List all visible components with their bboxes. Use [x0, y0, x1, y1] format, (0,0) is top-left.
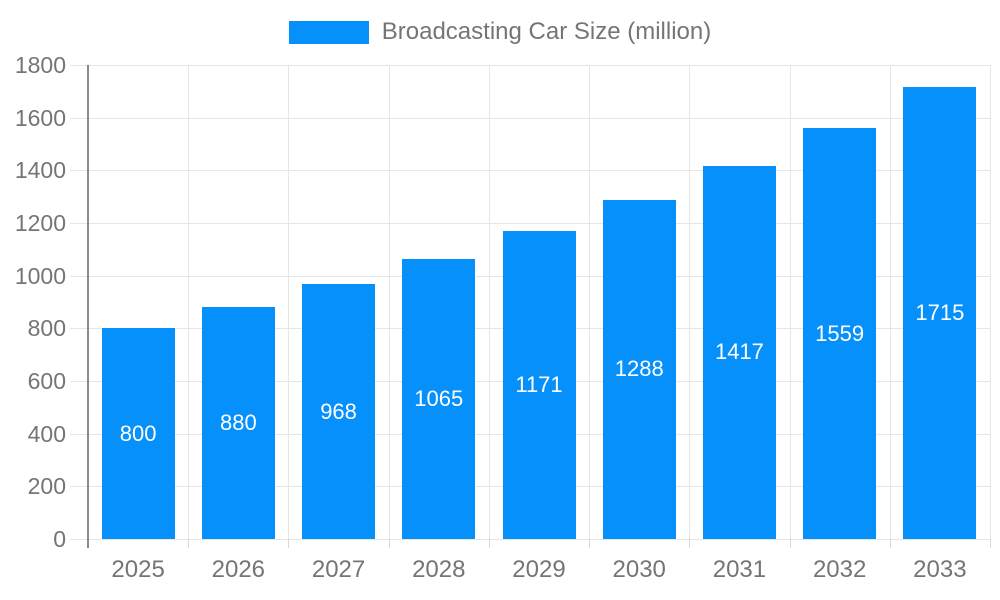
y-axis-tick	[70, 539, 88, 540]
gridline-horizontal	[88, 223, 990, 224]
bar-value-label: 968	[320, 398, 357, 424]
x-axis-label: 2029	[512, 556, 566, 583]
gridline-vertical	[288, 65, 290, 539]
x-axis-tick	[889, 539, 891, 548]
bar-value-label: 800	[119, 420, 157, 446]
gridline-horizontal	[88, 117, 990, 119]
legend-label: Broadcasting Car Size (million)	[381, 18, 712, 45]
bar-2026[interactable]	[201, 307, 275, 539]
x-axis-label: 2032	[812, 556, 867, 583]
bar-2030[interactable]	[602, 199, 676, 539]
x-axis-tick	[388, 539, 390, 548]
y-axis-label: 0	[53, 526, 66, 552]
gridline-horizontal	[88, 65, 990, 66]
bar-value-label: 1171	[515, 371, 563, 397]
legend-swatch	[288, 20, 369, 44]
bar-value-label: 1715	[915, 300, 965, 326]
gridline-horizontal	[88, 170, 990, 172]
bar-2029[interactable]	[502, 230, 576, 539]
y-axis-tick	[70, 486, 88, 488]
y-axis-tick	[70, 65, 88, 66]
x-axis-tick	[789, 539, 791, 548]
y-axis-tick	[70, 223, 88, 224]
y-axis-label: 1400	[14, 157, 66, 184]
y-axis-label: 800	[27, 315, 66, 342]
x-axis-tick	[488, 539, 490, 548]
y-axis-label: 1600	[14, 104, 66, 131]
x-axis-tick	[990, 539, 991, 548]
gridline-vertical	[689, 65, 691, 539]
y-axis-tick	[70, 328, 88, 330]
x-axis-label: 2030	[612, 556, 666, 583]
gridline-vertical	[789, 65, 791, 539]
x-axis-label: 2025	[111, 556, 165, 583]
bar-value-label: 1065	[414, 385, 464, 411]
y-axis-tick	[70, 275, 88, 277]
bar-2027[interactable]	[302, 284, 376, 539]
y-axis-tick	[70, 117, 88, 119]
y-axis-label: 400	[27, 420, 66, 447]
x-axis-tick	[188, 539, 190, 548]
gridline-vertical	[388, 65, 390, 539]
gridline-horizontal	[88, 539, 990, 540]
y-axis-tick	[70, 381, 88, 382]
legend[interactable]: Broadcasting Car Size (million)	[0, 17, 1000, 47]
bar-value-label: 1559	[815, 320, 865, 346]
x-axis-tick	[288, 539, 290, 548]
gridline-vertical	[188, 65, 190, 539]
y-axis-label: 1000	[14, 262, 66, 289]
bar-value-label: 1417	[714, 339, 764, 365]
y-axis-line	[87, 65, 89, 548]
x-axis-tick	[589, 539, 591, 548]
y-axis-tick	[70, 170, 88, 172]
y-axis-label: 600	[27, 368, 66, 394]
bar-2032[interactable]	[803, 128, 877, 539]
y-axis-label: 1200	[14, 210, 66, 236]
gridline-vertical	[889, 65, 891, 539]
bar-2031[interactable]	[702, 165, 776, 539]
gridline-vertical	[589, 65, 591, 539]
bar-value-label: 1288	[614, 356, 664, 382]
x-axis-label: 2031	[712, 556, 767, 583]
y-axis-tick	[70, 433, 88, 435]
bar-2025[interactable]	[101, 328, 175, 539]
y-axis-label: 200	[27, 473, 66, 500]
gridline-vertical	[990, 65, 991, 539]
x-axis-tick	[689, 539, 691, 548]
x-axis-label: 2027	[311, 556, 366, 583]
x-axis-label: 2028	[412, 556, 466, 583]
gridline-vertical	[488, 65, 490, 539]
x-axis-label: 2026	[211, 556, 266, 583]
bar-value-label: 880	[219, 410, 257, 436]
bar-2028[interactable]	[402, 258, 476, 539]
y-axis-label: 1800	[14, 52, 66, 78]
bar-2033[interactable]	[903, 87, 977, 539]
x-axis-label: 2033	[913, 556, 967, 583]
